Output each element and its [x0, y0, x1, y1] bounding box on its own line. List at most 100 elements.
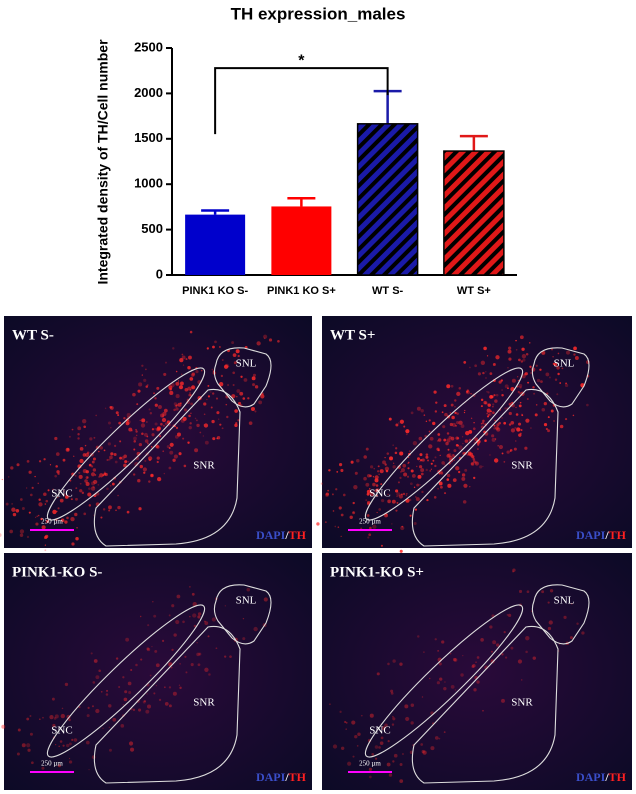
th-signal [97, 483, 100, 486]
th-signal [501, 389, 503, 391]
th-signal [425, 455, 429, 459]
stain-2: TH [289, 770, 307, 784]
th-signal [533, 392, 536, 395]
th-signal [149, 674, 152, 677]
th-signal [396, 492, 401, 497]
th-signal [512, 570, 515, 573]
th-signal [399, 549, 403, 553]
th-signal [515, 406, 517, 409]
th-signal [340, 746, 345, 750]
th-signal [435, 401, 438, 404]
th-signal [569, 636, 574, 640]
th-signal [151, 433, 155, 437]
th-signal [413, 522, 417, 526]
image-panel: SNL SNC SNR WT S- 250 µm DAPI/TH [0, 316, 312, 552]
th-signal [483, 400, 488, 405]
snl-outline [531, 584, 590, 645]
th-signal [526, 590, 530, 594]
th-signal [472, 458, 476, 461]
region-label: SNR [511, 460, 533, 472]
th-signal [518, 433, 522, 437]
th-signal [128, 691, 132, 695]
panel-bg [322, 316, 632, 548]
th-signal [334, 525, 337, 528]
th-signal [539, 368, 542, 371]
th-signal [413, 486, 416, 489]
th-signal [197, 663, 201, 667]
th-signal [495, 355, 500, 360]
th-signal [84, 445, 87, 447]
th-signal [473, 476, 476, 480]
th-signal [11, 507, 16, 512]
th-signal [234, 423, 238, 428]
th-signal [146, 384, 149, 386]
snr-outline [411, 625, 559, 784]
th-signal [559, 382, 562, 384]
th-signal [158, 698, 162, 702]
th-signal [515, 339, 517, 342]
th-signal [401, 525, 404, 528]
th-signal [512, 568, 516, 572]
th-signal [418, 436, 423, 441]
th-signal [441, 640, 445, 644]
th-signal [119, 456, 122, 460]
snl-outline [531, 347, 590, 408]
th-signal [365, 499, 368, 501]
th-signal [519, 335, 524, 340]
th-signal [545, 427, 548, 431]
th-signal [397, 481, 400, 484]
th-signal [464, 468, 468, 472]
significance-bracket [214, 67, 389, 135]
th-signal [211, 392, 215, 395]
th-signal [443, 731, 446, 734]
th-signal [410, 411, 414, 415]
th-signal [374, 745, 379, 749]
th-signal [373, 468, 375, 470]
th-signal [369, 713, 374, 718]
th-signal [352, 511, 356, 515]
th-signal [115, 411, 119, 415]
th-signal [547, 429, 550, 433]
th-signal [356, 459, 360, 463]
th-signal [390, 691, 394, 695]
th-signal [444, 492, 447, 495]
th-signal [94, 474, 97, 476]
th-signal [79, 458, 84, 464]
th-signal [421, 458, 425, 462]
th-signal [210, 391, 212, 393]
th-signal [146, 704, 152, 709]
th-signal [78, 474, 83, 479]
th-signal [462, 500, 467, 504]
th-signal [409, 514, 412, 517]
th-signal [438, 481, 443, 486]
th-signal [454, 399, 457, 402]
th-signal [525, 635, 530, 641]
y-tick-label: 2000 [134, 85, 163, 100]
th-signal [456, 412, 459, 415]
th-signal [337, 526, 340, 528]
th-signal [191, 592, 195, 596]
th-signal [148, 408, 151, 411]
th-signal [411, 473, 416, 478]
th-signal [108, 458, 111, 461]
scale-label: 250 µm [359, 760, 381, 768]
th-signal [450, 684, 455, 689]
th-signal [146, 647, 150, 651]
th-signal [439, 454, 441, 457]
th-signal [11, 503, 13, 505]
x-tick-label: PINK1 KO S- [182, 285, 248, 297]
th-signal [320, 482, 323, 485]
th-signal [443, 404, 447, 408]
th-signal [380, 498, 385, 503]
th-signal [153, 692, 156, 695]
th-signal [352, 501, 355, 505]
th-signal [31, 486, 34, 489]
panel-bg [4, 553, 312, 790]
th-signal [434, 638, 437, 641]
th-signal [566, 350, 571, 355]
th-signal [141, 432, 144, 436]
th-signal [215, 647, 218, 650]
th-signal [439, 677, 443, 681]
th-signal [473, 421, 475, 424]
th-signal [87, 706, 90, 710]
